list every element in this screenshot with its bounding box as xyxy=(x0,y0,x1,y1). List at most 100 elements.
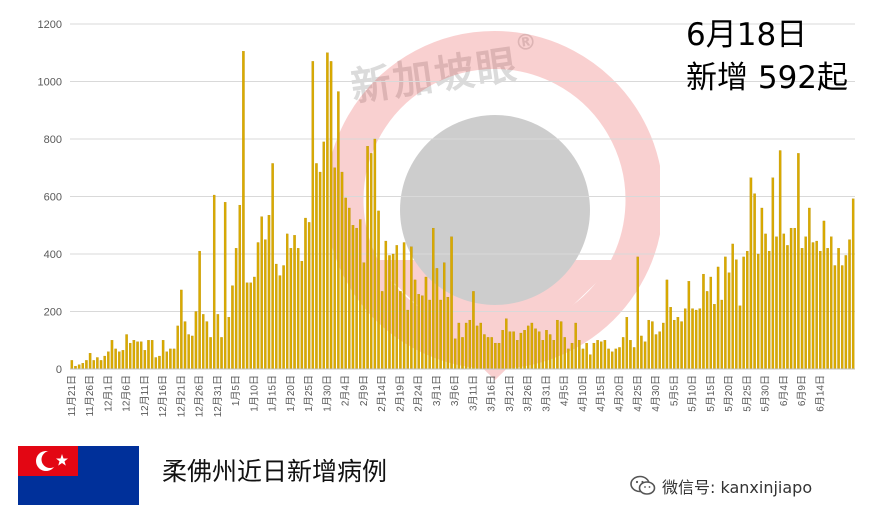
x-tick-label: 11月21日 xyxy=(66,375,78,417)
bar xyxy=(804,236,807,370)
bar xyxy=(333,167,336,370)
bar xyxy=(158,355,161,370)
bar xyxy=(402,242,406,370)
bar xyxy=(713,304,716,370)
y-axis-ticks: 0 200 400 600 800 1000 1200 xyxy=(38,19,62,376)
bar xyxy=(778,150,782,370)
x-tick-label: 5月15日 xyxy=(705,375,717,412)
x-tick-label: 6月9日 xyxy=(796,375,808,406)
bar xyxy=(545,330,548,370)
bar xyxy=(413,279,417,370)
x-tick-label: 1月5日 xyxy=(230,375,242,406)
y-tick-label: 0 xyxy=(56,364,62,376)
bar xyxy=(808,207,811,370)
x-tick-label: 6月4日 xyxy=(778,375,790,406)
x-tick-label: 3月21日 xyxy=(504,375,516,412)
bar xyxy=(709,276,713,370)
bar xyxy=(720,299,723,370)
wechat-icon xyxy=(630,475,656,495)
bar xyxy=(351,225,355,370)
bar xyxy=(136,341,139,370)
x-tick-label: 1月15日 xyxy=(267,375,279,412)
bar xyxy=(432,227,435,370)
x-tick-label: 4月10日 xyxy=(577,375,589,412)
x-tick-label: 2月24日 xyxy=(413,375,425,412)
bar xyxy=(731,243,734,370)
y-tick-label: 800 xyxy=(44,134,62,146)
headline: 6月18日 新增 592起 xyxy=(686,14,886,100)
bar xyxy=(187,334,190,370)
bar xyxy=(472,291,475,370)
bar xyxy=(837,248,840,370)
bar xyxy=(161,340,165,370)
x-tick-label: 5月10日 xyxy=(687,375,699,412)
bar xyxy=(114,348,117,370)
bar xyxy=(191,335,194,370)
bar xyxy=(687,281,691,370)
bar xyxy=(578,340,581,370)
bar xyxy=(70,360,74,370)
bar xyxy=(366,146,369,370)
bar xyxy=(607,348,610,370)
bar xyxy=(278,275,282,370)
y-tick-label: 600 xyxy=(44,192,62,204)
bar xyxy=(811,242,815,370)
bar xyxy=(483,334,486,370)
bar xyxy=(103,355,106,370)
bar xyxy=(307,222,311,370)
bar xyxy=(662,322,665,370)
bar xyxy=(348,207,351,370)
bar xyxy=(658,331,661,370)
x-tick-label: 4月25日 xyxy=(632,375,644,412)
x-tick-label: 5月20日 xyxy=(723,375,735,412)
bar xyxy=(851,198,855,370)
bar xyxy=(680,321,683,370)
bar xyxy=(275,263,278,370)
bar xyxy=(826,248,829,370)
bar xyxy=(391,253,395,370)
bar xyxy=(512,331,515,370)
bar xyxy=(508,331,512,370)
bar xyxy=(786,245,789,370)
x-tick-label: 4月15日 xyxy=(595,375,607,412)
bar xyxy=(212,194,216,370)
bar xyxy=(399,291,402,370)
bar xyxy=(110,340,114,370)
bar xyxy=(172,348,176,370)
bar xyxy=(125,334,128,370)
bar xyxy=(410,246,413,370)
bar xyxy=(530,322,534,370)
bar xyxy=(209,337,212,370)
bar xyxy=(362,262,366,370)
bar xyxy=(285,233,289,370)
x-tick-label: 6月14日 xyxy=(814,375,826,412)
bar xyxy=(439,299,442,370)
bar xyxy=(450,236,453,370)
bar xyxy=(505,318,508,370)
bar xyxy=(267,215,271,370)
wechat-label: 微信号: kanxinjiapo xyxy=(662,478,813,497)
bar xyxy=(526,325,530,370)
bar xyxy=(315,163,318,370)
bar xyxy=(534,328,537,370)
bar xyxy=(282,265,285,370)
x-tick-label: 3月26日 xyxy=(522,375,534,412)
bar xyxy=(705,291,709,370)
bar xyxy=(147,340,150,370)
bar xyxy=(647,319,650,370)
bar xyxy=(388,255,391,370)
bar xyxy=(771,177,775,370)
bar xyxy=(683,308,687,370)
bar xyxy=(760,207,764,370)
bar xyxy=(165,351,169,370)
x-tick-label: 2月9日 xyxy=(358,375,370,406)
bar xyxy=(202,314,205,370)
bar xyxy=(318,171,322,370)
bar xyxy=(738,305,742,370)
x-tick-label: 12月11日 xyxy=(139,375,151,417)
bar xyxy=(88,353,92,370)
bar xyxy=(589,354,592,370)
bar xyxy=(596,340,599,370)
bar xyxy=(176,325,179,370)
